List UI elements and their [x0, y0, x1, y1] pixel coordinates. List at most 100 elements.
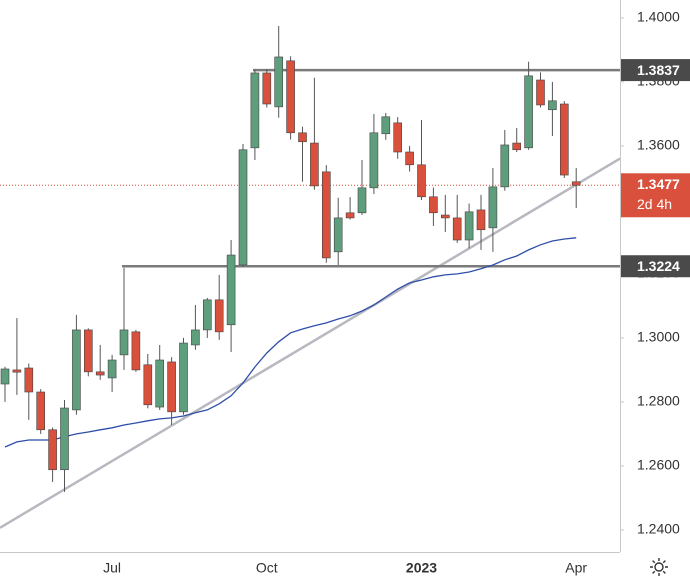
candle	[107, 354, 117, 392]
candle	[536, 72, 545, 108]
level-badge-label: 1.3837	[637, 62, 680, 78]
candle-body	[476, 209, 486, 231]
last-price-badge	[621, 173, 690, 218]
candle	[274, 25, 284, 118]
candle-body	[571, 181, 581, 186]
candle-body	[500, 144, 510, 188]
candle-body	[214, 299, 224, 333]
candle-body	[60, 407, 69, 471]
candle	[524, 61, 533, 150]
y-tick-label: 1.2800	[637, 393, 680, 409]
candle-body	[72, 329, 81, 411]
candle	[155, 344, 164, 410]
candle	[131, 329, 141, 372]
candle	[36, 389, 46, 434]
candle	[72, 314, 81, 415]
candle-body	[36, 391, 46, 431]
candle	[60, 400, 69, 492]
candle-body	[95, 371, 105, 376]
candle-body	[179, 342, 188, 413]
candle	[0, 366, 10, 402]
candle-body	[155, 359, 164, 408]
candle	[203, 297, 212, 338]
candle	[548, 81, 557, 136]
candle	[298, 126, 307, 182]
candle-body	[131, 331, 141, 371]
candle-body	[191, 329, 200, 346]
candle-body	[84, 329, 93, 373]
settings-icon[interactable]	[650, 558, 668, 576]
countdown-label: 2d 4h	[637, 196, 672, 212]
candle	[95, 344, 105, 380]
y-tick-label: 1.4000	[637, 9, 680, 25]
candle	[369, 113, 379, 194]
candle-body	[12, 369, 22, 373]
candle-body	[524, 75, 533, 149]
y-tick-label: 1.3600	[637, 137, 680, 153]
x-tick-label: Jul	[103, 560, 121, 576]
candle-body	[24, 367, 34, 393]
candle	[571, 168, 581, 208]
candle	[345, 197, 355, 220]
level-badge	[621, 255, 690, 278]
level-badge-label: 1.3224	[637, 258, 680, 274]
moving-average	[4, 237, 577, 448]
candle	[476, 194, 486, 250]
candle	[357, 160, 367, 216]
last-price-label: 1.3477	[637, 176, 680, 192]
candle-body	[369, 132, 379, 189]
candle	[488, 168, 498, 252]
candle	[238, 144, 248, 267]
candle-body	[286, 60, 295, 134]
gear-center	[654, 562, 664, 572]
candle-body	[548, 100, 557, 111]
candle	[512, 128, 522, 152]
candle-body	[167, 361, 176, 413]
candle-body	[298, 132, 307, 143]
candle	[321, 165, 331, 263]
candle	[119, 267, 129, 370]
candle-body	[143, 364, 153, 406]
candle	[452, 194, 462, 243]
candle-body	[488, 186, 498, 229]
candle-body	[107, 359, 117, 379]
plot-area	[0, 25, 621, 529]
y-tick-label: 1.3000	[637, 329, 680, 345]
candle	[12, 318, 22, 395]
candle	[393, 117, 403, 159]
candle	[464, 203, 474, 249]
gear-teeth	[650, 558, 668, 576]
y-tick-label: 1.2400	[637, 521, 680, 537]
candle	[429, 187, 438, 226]
candle-body	[250, 72, 260, 149]
candle	[559, 101, 569, 178]
candle-body	[274, 56, 284, 108]
candle-body	[536, 79, 545, 106]
candle	[84, 328, 93, 377]
candle	[500, 129, 510, 191]
candle-body	[333, 217, 343, 253]
candle	[143, 353, 153, 409]
candle	[417, 120, 426, 200]
y-tick-label: 1.2600	[637, 457, 680, 473]
candle	[214, 274, 224, 340]
candle	[226, 240, 236, 352]
candle	[167, 357, 176, 425]
candle-body	[559, 103, 569, 176]
candle-body	[429, 196, 438, 214]
candle-body	[203, 299, 212, 331]
candle	[440, 194, 450, 232]
candle-body	[393, 122, 403, 153]
candle-body	[381, 116, 391, 135]
candle-body	[405, 151, 414, 166]
candle-body	[238, 149, 248, 266]
candle-body	[345, 212, 355, 219]
candle-body	[226, 254, 236, 326]
candle	[179, 337, 188, 415]
candle	[286, 56, 295, 140]
candle	[191, 304, 200, 350]
trendline	[0, 157, 621, 529]
